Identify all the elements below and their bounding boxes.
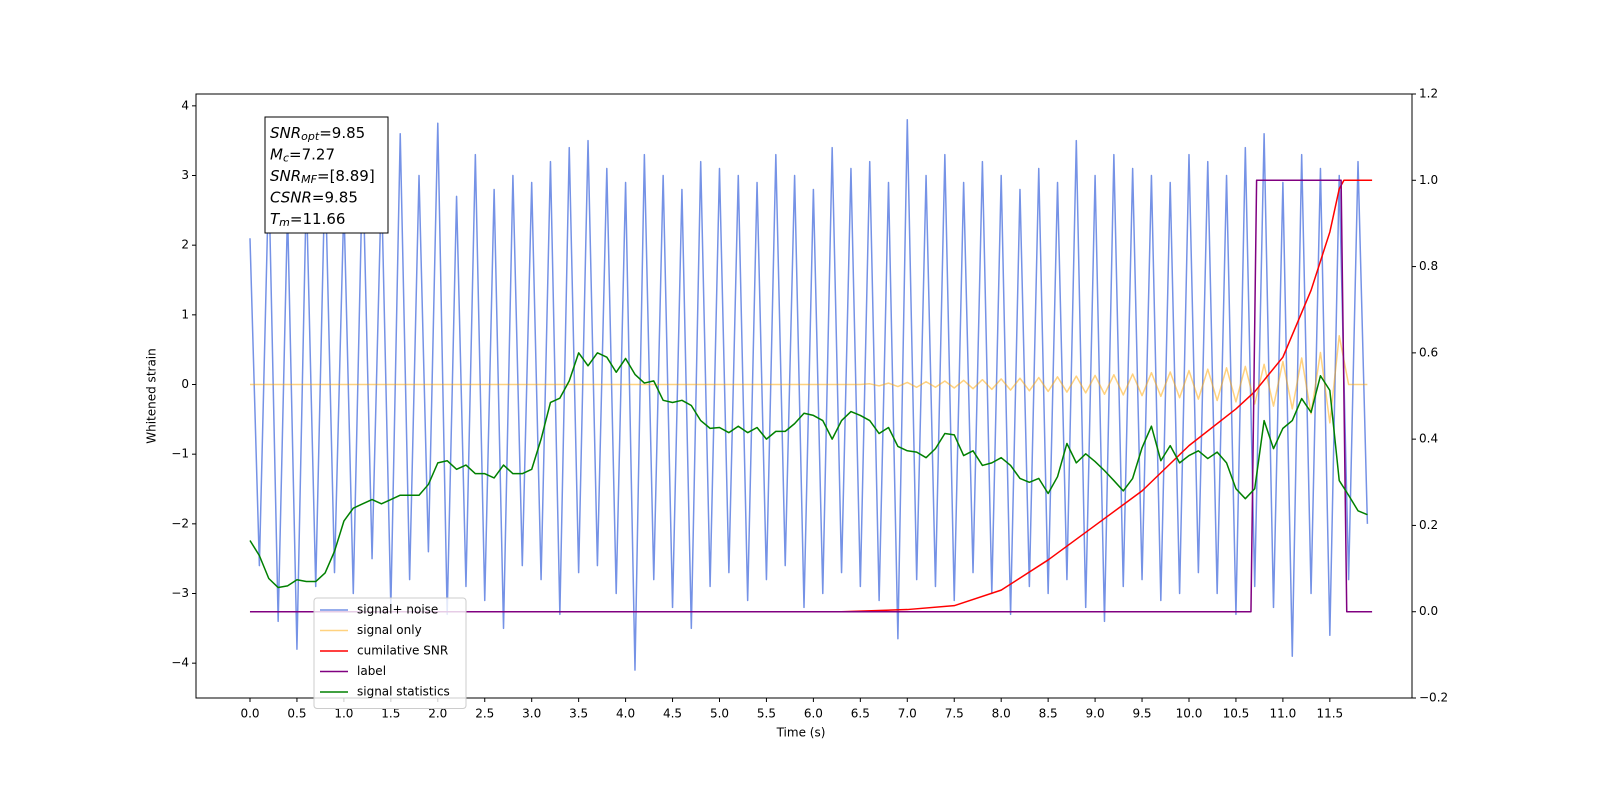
x-tick-label: 3.5 [569, 707, 588, 721]
y2-tick-label: 1.2 [1419, 87, 1438, 101]
x-tick-label: 10.5 [1223, 707, 1250, 721]
y2-tick-label: 0.2 [1419, 518, 1438, 532]
legend-label: signal statistics [357, 685, 450, 699]
x-tick-label: 5.0 [710, 707, 729, 721]
legend-label: cumilative SNR [357, 644, 448, 658]
annotation-subscript: c [283, 152, 289, 165]
annotation-subscript: opt [301, 130, 320, 143]
x-tick-label: 6.5 [851, 707, 870, 721]
annotation-frame [264, 116, 389, 234]
x-tick-label: 11.5 [1316, 707, 1343, 721]
annotation-value: =9.85 [319, 124, 365, 142]
y2-tick-label: 1.0 [1419, 173, 1438, 187]
series-line [249, 179, 1373, 613]
x-tick-label: 9.0 [1086, 707, 1105, 721]
annotation-subscript: m [279, 216, 290, 229]
annotation-subscript: MF [301, 173, 317, 186]
x-tick-label: 3.0 [522, 707, 541, 721]
annotation-symbol: CSNR [270, 188, 312, 206]
x-tick-label: 10.0 [1176, 707, 1203, 721]
y2-tick-label: 0.8 [1419, 259, 1438, 273]
x-tick-label: 6.0 [804, 707, 823, 721]
y-tick-label: −1 [171, 447, 189, 461]
legend-label: signal+ noise [357, 603, 438, 617]
x-tick-label: 8.0 [992, 707, 1011, 721]
x-tick-label: 0.0 [240, 707, 259, 721]
y-axis-label: Whitened strain [145, 348, 159, 444]
y-tick-label: −2 [171, 516, 189, 530]
annotation-symbol: M [270, 145, 283, 163]
annotation-symbol: T [270, 210, 281, 228]
plot-area [249, 119, 1373, 671]
annotation-line: SNRMF=[8.89] [270, 167, 375, 187]
x-tick-label: 5.5 [757, 707, 776, 721]
y-tick-label: −4 [171, 656, 189, 670]
y-tick-label: 2 [181, 238, 189, 252]
annotation-box: SNRopt=9.85Mc=7.27SNRMF=[8.89]CSNR=9.85T… [264, 116, 389, 234]
x-tick-label: 2.5 [475, 707, 494, 721]
x-tick-label: 4.0 [616, 707, 635, 721]
series-line [249, 179, 1373, 613]
y-tick-label: −3 [171, 586, 189, 600]
annotation-line: Tm=11.66 [270, 210, 345, 230]
x-tick-label: 1.5 [381, 707, 400, 721]
legend-label: label [357, 664, 386, 678]
y-tick-label: 3 [181, 168, 189, 182]
x-tick-label: 1.0 [334, 707, 353, 721]
y2-tick-label: 0.4 [1419, 432, 1438, 446]
x-tick-label: 0.5 [287, 707, 306, 721]
annotation-value: =[8.89] [317, 167, 375, 185]
annotation-line: CSNR=9.85 [270, 188, 358, 206]
legend-frame [313, 597, 467, 709]
legend-label: signal only [357, 623, 422, 637]
series-line [249, 119, 1369, 671]
x-tick-label: 8.5 [1039, 707, 1058, 721]
y2-tick-label: −0.2 [1419, 691, 1448, 705]
x-axis-label: Time (s) [776, 726, 826, 740]
annotation-symbol: SNR [270, 167, 301, 185]
axes-frame [195, 93, 1413, 699]
annotation-value: =7.27 [289, 145, 335, 163]
series-line [249, 334, 1368, 424]
x-tick-label: 7.0 [898, 707, 917, 721]
x-tick-label: 2.0 [428, 707, 447, 721]
annotation-symbol: SNR [270, 124, 301, 142]
y-tick-label: 0 [181, 377, 189, 391]
annotation-line: Mc=7.27 [270, 145, 335, 165]
legend: signal+ noise signal only cumilative SNR la… [313, 597, 467, 709]
y2-tick-label: 0.0 [1419, 604, 1438, 618]
series-line [249, 352, 1368, 589]
x-tick-label: 4.5 [663, 707, 682, 721]
y-tick-label: 4 [181, 98, 189, 112]
annotation-line: SNRopt=9.85 [270, 124, 365, 144]
y2-tick-label: 0.6 [1419, 345, 1438, 359]
annotation-value: =9.85 [312, 188, 358, 206]
annotation-value: =11.66 [290, 210, 346, 228]
x-tick-label: 11.0 [1270, 707, 1297, 721]
x-tick-label: 9.5 [1132, 707, 1151, 721]
x-tick-label: 7.5 [945, 707, 964, 721]
y-tick-label: 1 [181, 307, 189, 321]
